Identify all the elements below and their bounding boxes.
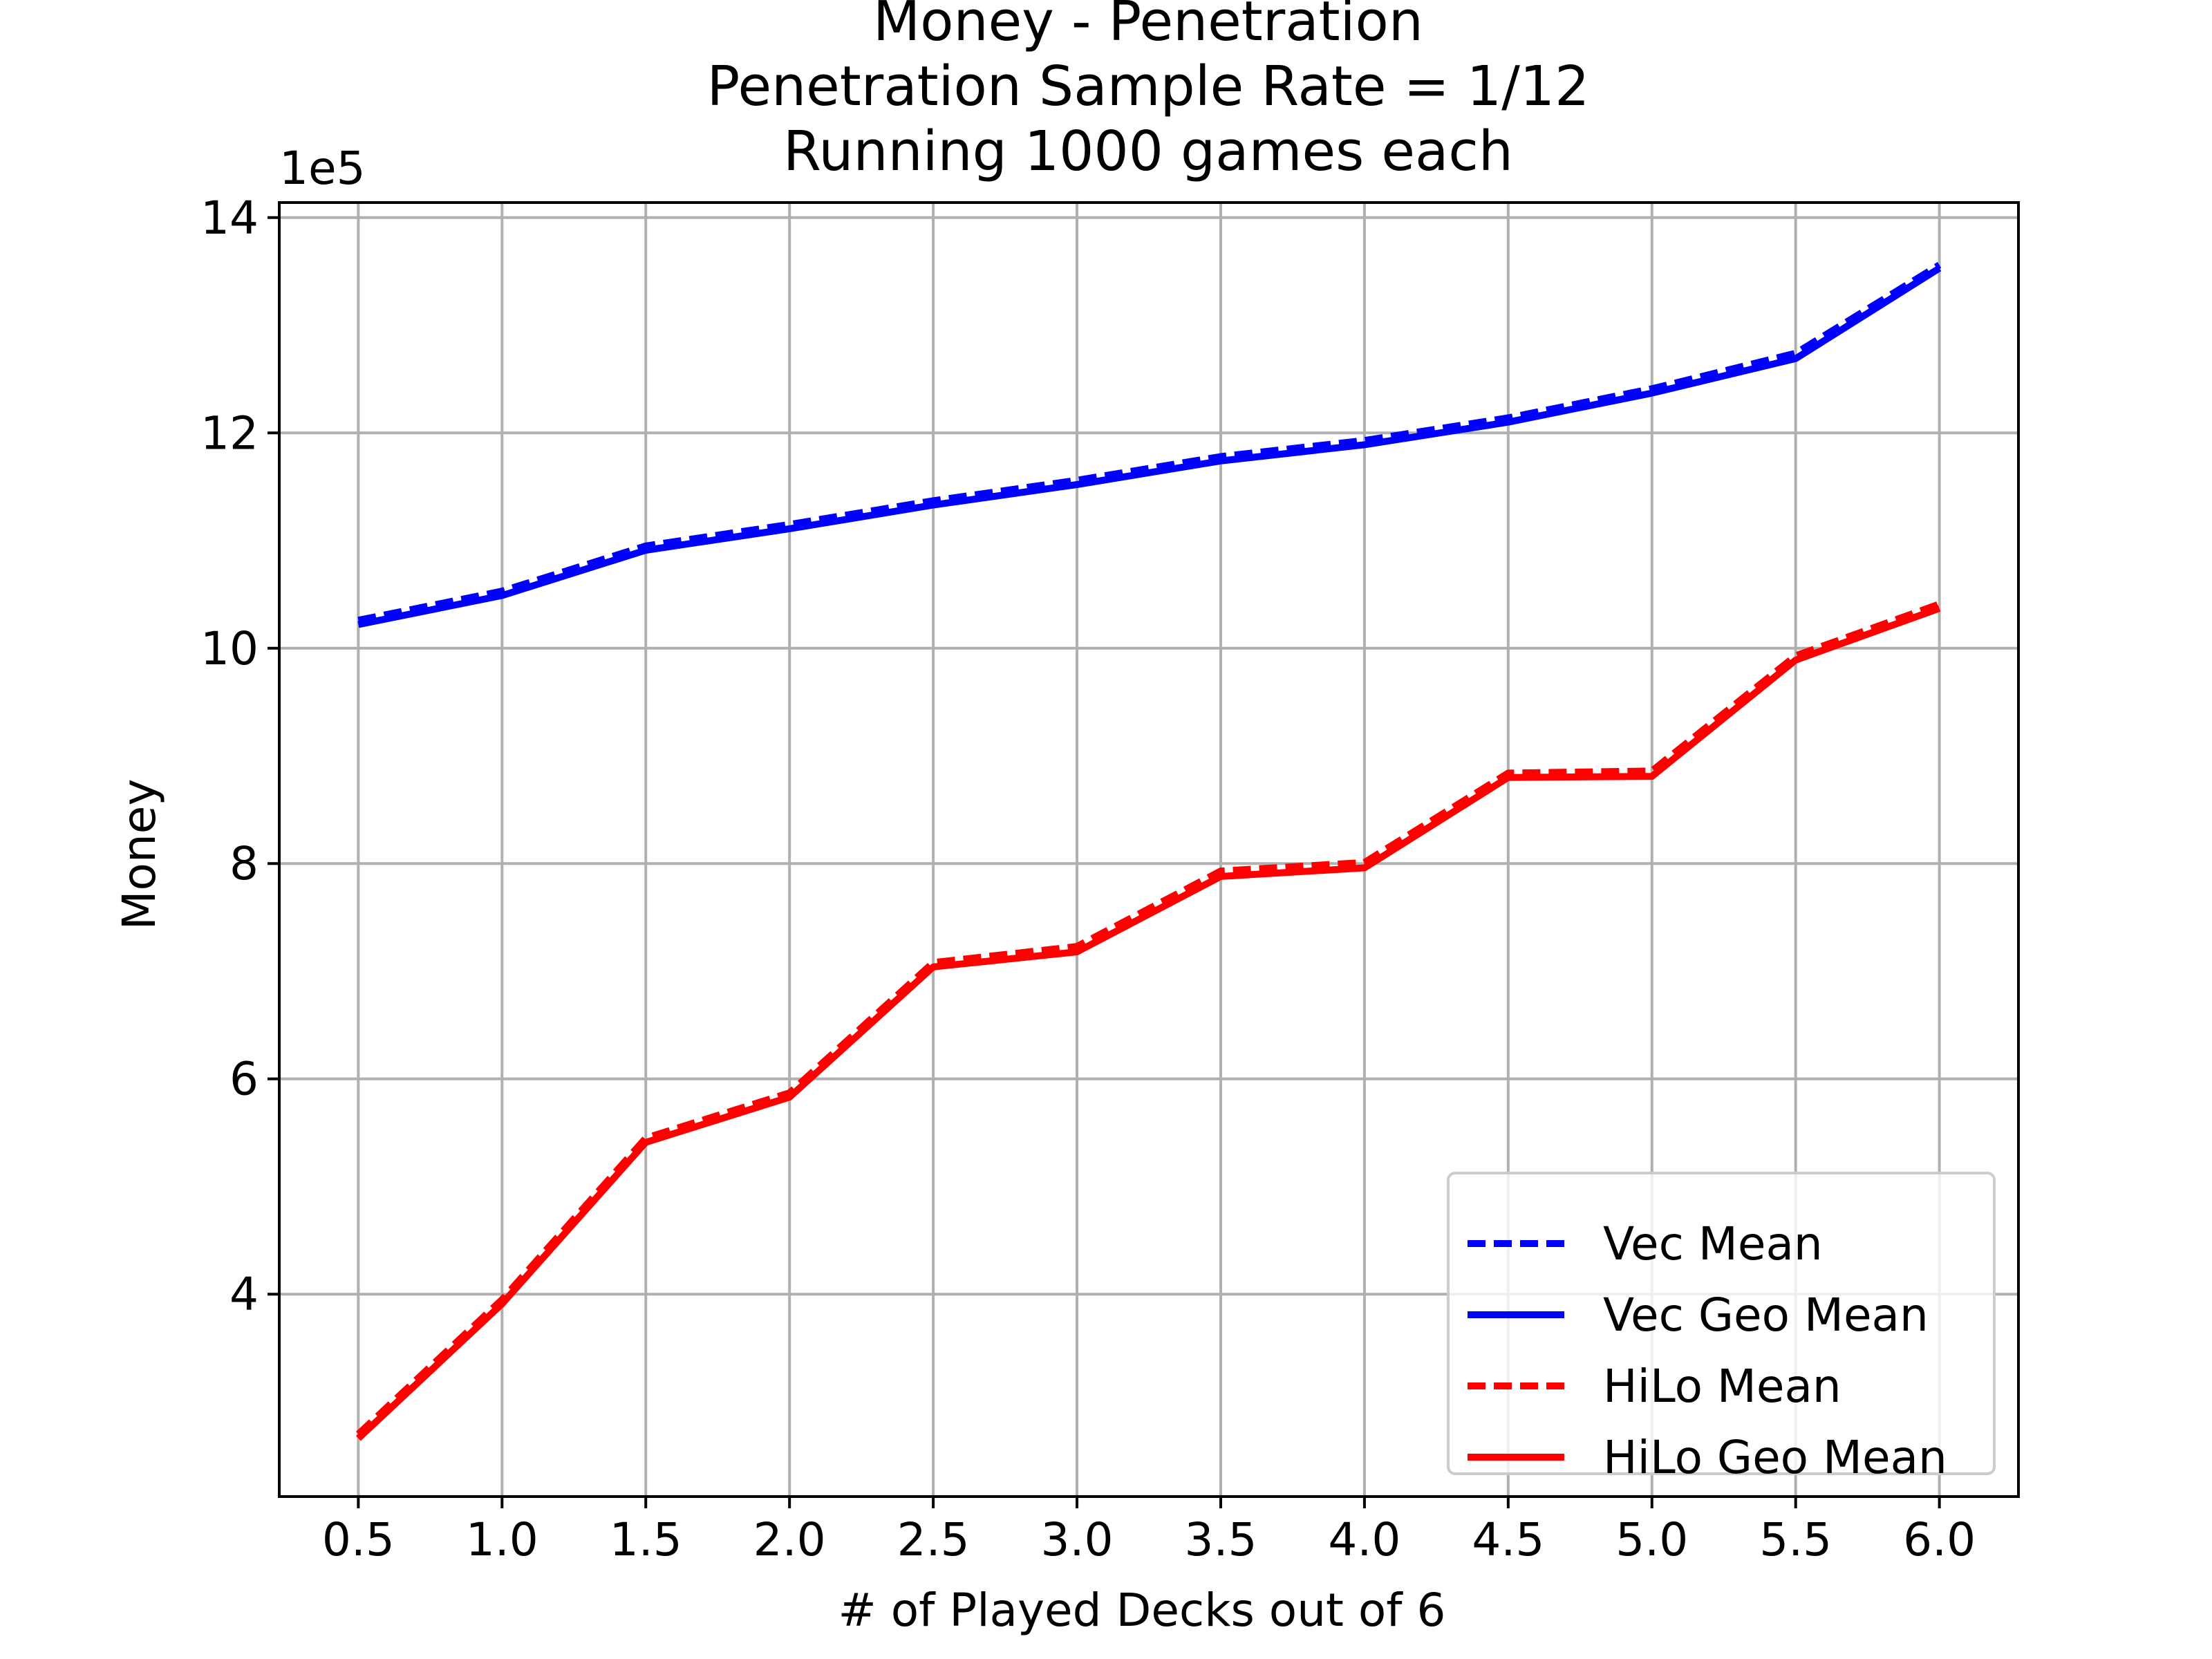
x-tick-label: 2.0 [753,1513,826,1566]
y-tick-label: 10 [200,622,259,675]
y-tick-label: 6 [229,1053,259,1106]
x-tick-label: 5.0 [1615,1513,1688,1566]
x-tick-label: 2.5 [897,1513,970,1566]
x-tick-label: 0.5 [322,1513,395,1566]
chart-title-line-2: Penetration Sample Rate = 1/12 [707,55,1590,118]
legend-label: HiLo Mean [1603,1360,1841,1413]
plot-frame [278,201,2020,1498]
series-line-hilo-mean [355,601,1941,1437]
y-axis-label: Money [113,779,166,930]
x-tick-label: 4.5 [1472,1513,1544,1566]
y-tick-label: 8 [229,837,259,890]
x-tick-label: 3.5 [1184,1513,1257,1566]
axes: 0.5 1.0 1.5 2.0 2.5 3.0 3.5 4.0 4.5 5.0 5.5 6.0 4 6 8 1… [200,191,2020,1566]
legend-label: Vec Geo Mean [1603,1288,1929,1342]
y-tick-label: 12 [200,406,259,460]
legend-label: Vec Mean [1603,1217,1823,1271]
chart-title-line-1: Money - Penetration [873,0,1423,53]
x-tick-label: 1.5 [610,1513,682,1566]
legend-label: HiLo Geo Mean [1603,1431,1947,1484]
y-tick-label: 4 [229,1268,259,1321]
x-axis-label: # of Played Decks out of 6 [838,1584,1446,1637]
y-axis-offset-label: 1e5 [279,142,366,195]
legend: Vec Mean Vec Geo Mean HiLo Mean HiLo Geo Me… [1447,1172,1996,1484]
chart-title-line-3: Running 1000 games each [783,120,1513,183]
y-tick-label: 14 [200,191,259,245]
x-tick-label: 5.5 [1759,1513,1832,1566]
legend-box [1447,1172,1996,1475]
plot-series [355,262,1942,1441]
x-tick-label: 1.0 [466,1513,538,1566]
x-tick-label: 3.0 [1041,1513,1114,1566]
series-line-vec-geo-mean [357,265,1942,628]
series-line-vec-mean [357,262,1942,624]
x-tick-label: 6.0 [1903,1513,1976,1566]
x-tick-label: 4.0 [1328,1513,1400,1566]
